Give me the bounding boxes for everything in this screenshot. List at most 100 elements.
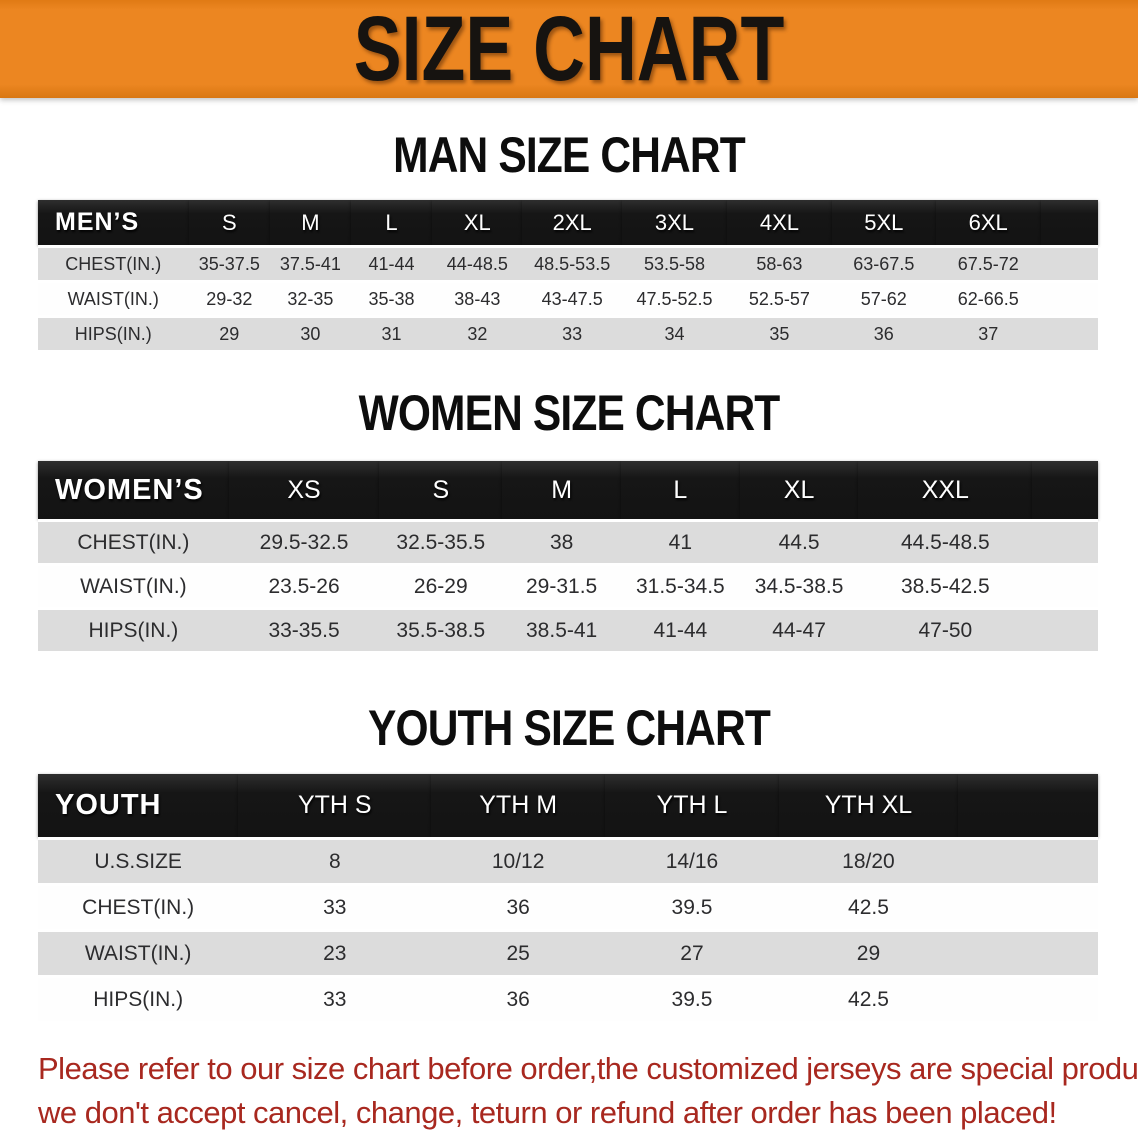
value-cell: 34 <box>622 315 727 350</box>
size-chart-section-youth: YOUTH SIZE CHART YOUTH YTH S YTH M YTH L YTH … <box>0 701 1138 1021</box>
sections: MAN SIZE CHART MEN’S S M L XL 2XL 3XL 4XL 5XL 6XL C… <box>0 128 1138 1021</box>
row-label-cell: HIPS(IN.) <box>38 975 239 1021</box>
value-cell: 8 <box>238 837 432 883</box>
filler-cell <box>958 883 1098 929</box>
filler-cell <box>1032 607 1098 651</box>
section-title: WOMEN SIZE CHART <box>358 385 781 441</box>
size-header-cell: YTH S <box>238 774 432 837</box>
value-cell: 38.5-42.5 <box>858 563 1033 607</box>
value-cell: 36 <box>431 975 606 1021</box>
size-header-cell: XXL <box>858 461 1033 519</box>
value-cell: 48.5-53.5 <box>522 245 622 280</box>
value-cell: 25 <box>431 929 606 975</box>
table-header-row: MEN’S S M L XL 2XL 3XL 4XL 5XL 6XL <box>38 200 1098 245</box>
value-cell: 14/16 <box>605 837 779 883</box>
size-header-cell: S <box>379 461 503 519</box>
value-cell: 27 <box>605 929 779 975</box>
value-cell: 31 <box>350 315 433 350</box>
value-cell: 35 <box>726 315 832 350</box>
filler-cell <box>1040 200 1098 245</box>
table-row: WAIST(IN.) 29-32 32-35 35-38 38-43 43-47.5 47.… <box>38 280 1098 315</box>
size-header-cell: 5XL <box>831 200 936 245</box>
filler-cell <box>958 929 1098 975</box>
value-cell: 33-35.5 <box>228 607 380 651</box>
value-cell: 35-38 <box>350 280 433 315</box>
table-row: CHEST(IN.) 35-37.5 37.5-41 41-44 44-48.5 48.5… <box>38 245 1098 280</box>
value-cell: 29.5-32.5 <box>228 519 380 563</box>
value-cell: 41-44 <box>350 245 433 280</box>
size-header-cell: YTH M <box>431 774 606 837</box>
filler-cell <box>1032 461 1098 519</box>
value-cell: 23.5-26 <box>228 563 380 607</box>
size-header-cell: M <box>270 200 351 245</box>
size-header-cell: L <box>350 200 433 245</box>
value-cell: 39.5 <box>605 975 779 1021</box>
value-cell: 30 <box>270 315 351 350</box>
filler-cell <box>958 774 1098 837</box>
value-cell: 36 <box>431 883 606 929</box>
value-cell: 26-29 <box>379 563 503 607</box>
value-cell: 47.5-52.5 <box>622 280 727 315</box>
table-row: HIPS(IN.) 29 30 31 32 33 34 35 36 37 <box>38 315 1098 350</box>
size-header-cell: L <box>620 461 740 519</box>
value-cell: 44.5-48.5 <box>858 519 1033 563</box>
table-header-label: WOMEN’S <box>38 461 229 519</box>
filler-cell <box>958 975 1098 1021</box>
value-cell: 32 <box>432 315 523 350</box>
value-cell: 32.5-35.5 <box>379 519 503 563</box>
size-header-cell: XL <box>739 461 859 519</box>
row-label-cell: HIPS(IN.) <box>38 315 189 350</box>
table-row: HIPS(IN.) 33-35.5 35.5-38.5 38.5-41 41-44 44-… <box>38 607 1098 651</box>
value-cell: 63-67.5 <box>831 245 936 280</box>
table-row: WAIST(IN.) 23 25 27 29 <box>38 929 1098 975</box>
value-cell: 33 <box>522 315 622 350</box>
value-cell: 44-47 <box>739 607 859 651</box>
table-row: HIPS(IN.) 33 36 39.5 42.5 <box>38 975 1098 1021</box>
row-label-cell: CHEST(IN.) <box>38 245 189 280</box>
filler-cell <box>1040 280 1098 315</box>
value-cell: 29 <box>778 929 959 975</box>
size-header-cell: 2XL <box>522 200 622 245</box>
row-label-cell: CHEST(IN.) <box>38 519 229 563</box>
value-cell: 18/20 <box>778 837 959 883</box>
value-cell: 36 <box>831 315 936 350</box>
section-title: MAN SIZE CHART <box>393 127 746 183</box>
value-cell: 58-63 <box>726 245 832 280</box>
value-cell: 31.5-34.5 <box>620 563 740 607</box>
table-header-label: YOUTH <box>38 774 239 837</box>
value-cell: 23 <box>238 929 432 975</box>
value-cell: 33 <box>238 883 432 929</box>
table-row: CHEST(IN.) 33 36 39.5 42.5 <box>38 883 1098 929</box>
value-cell: 43-47.5 <box>522 280 622 315</box>
value-cell: 38 <box>502 519 621 563</box>
size-chart-section-men: MAN SIZE CHART MEN’S S M L XL 2XL 3XL 4XL 5XL 6XL C… <box>0 128 1138 350</box>
value-cell: 44-48.5 <box>432 245 523 280</box>
section-title: YOUTH SIZE CHART <box>368 700 771 756</box>
value-cell: 52.5-57 <box>726 280 832 315</box>
value-cell: 29 <box>188 315 271 350</box>
row-label-cell: U.S.SIZE <box>38 837 239 883</box>
value-cell: 41 <box>620 519 740 563</box>
filler-cell <box>1040 315 1098 350</box>
size-header-cell: S <box>188 200 271 245</box>
table-header-row: WOMEN’S XS S M L XL XXL <box>38 461 1098 519</box>
table-row: WAIST(IN.) 23.5-26 26-29 29-31.5 31.5-34.5 34… <box>38 563 1098 607</box>
size-header-cell: YTH XL <box>778 774 959 837</box>
value-cell: 35.5-38.5 <box>379 607 503 651</box>
value-cell: 41-44 <box>620 607 740 651</box>
size-chart-section-women: WOMEN SIZE CHART WOMEN’S XS S M L XL XXL CHEST(I… <box>0 386 1138 651</box>
table-header-row: YOUTH YTH S YTH M YTH L YTH XL <box>38 774 1098 837</box>
filler-cell <box>1032 519 1098 563</box>
value-cell: 29-31.5 <box>502 563 621 607</box>
value-cell: 47-50 <box>858 607 1033 651</box>
row-label-cell: CHEST(IN.) <box>38 883 239 929</box>
value-cell: 67.5-72 <box>935 245 1041 280</box>
value-cell: 37.5-41 <box>270 245 351 280</box>
value-cell: 57-62 <box>831 280 936 315</box>
filler-cell <box>1032 563 1098 607</box>
size-header-cell: 6XL <box>935 200 1041 245</box>
value-cell: 62-66.5 <box>935 280 1041 315</box>
size-header-cell: 4XL <box>726 200 832 245</box>
value-cell: 38-43 <box>432 280 523 315</box>
table-row: U.S.SIZE 8 10/12 14/16 18/20 <box>38 837 1098 883</box>
